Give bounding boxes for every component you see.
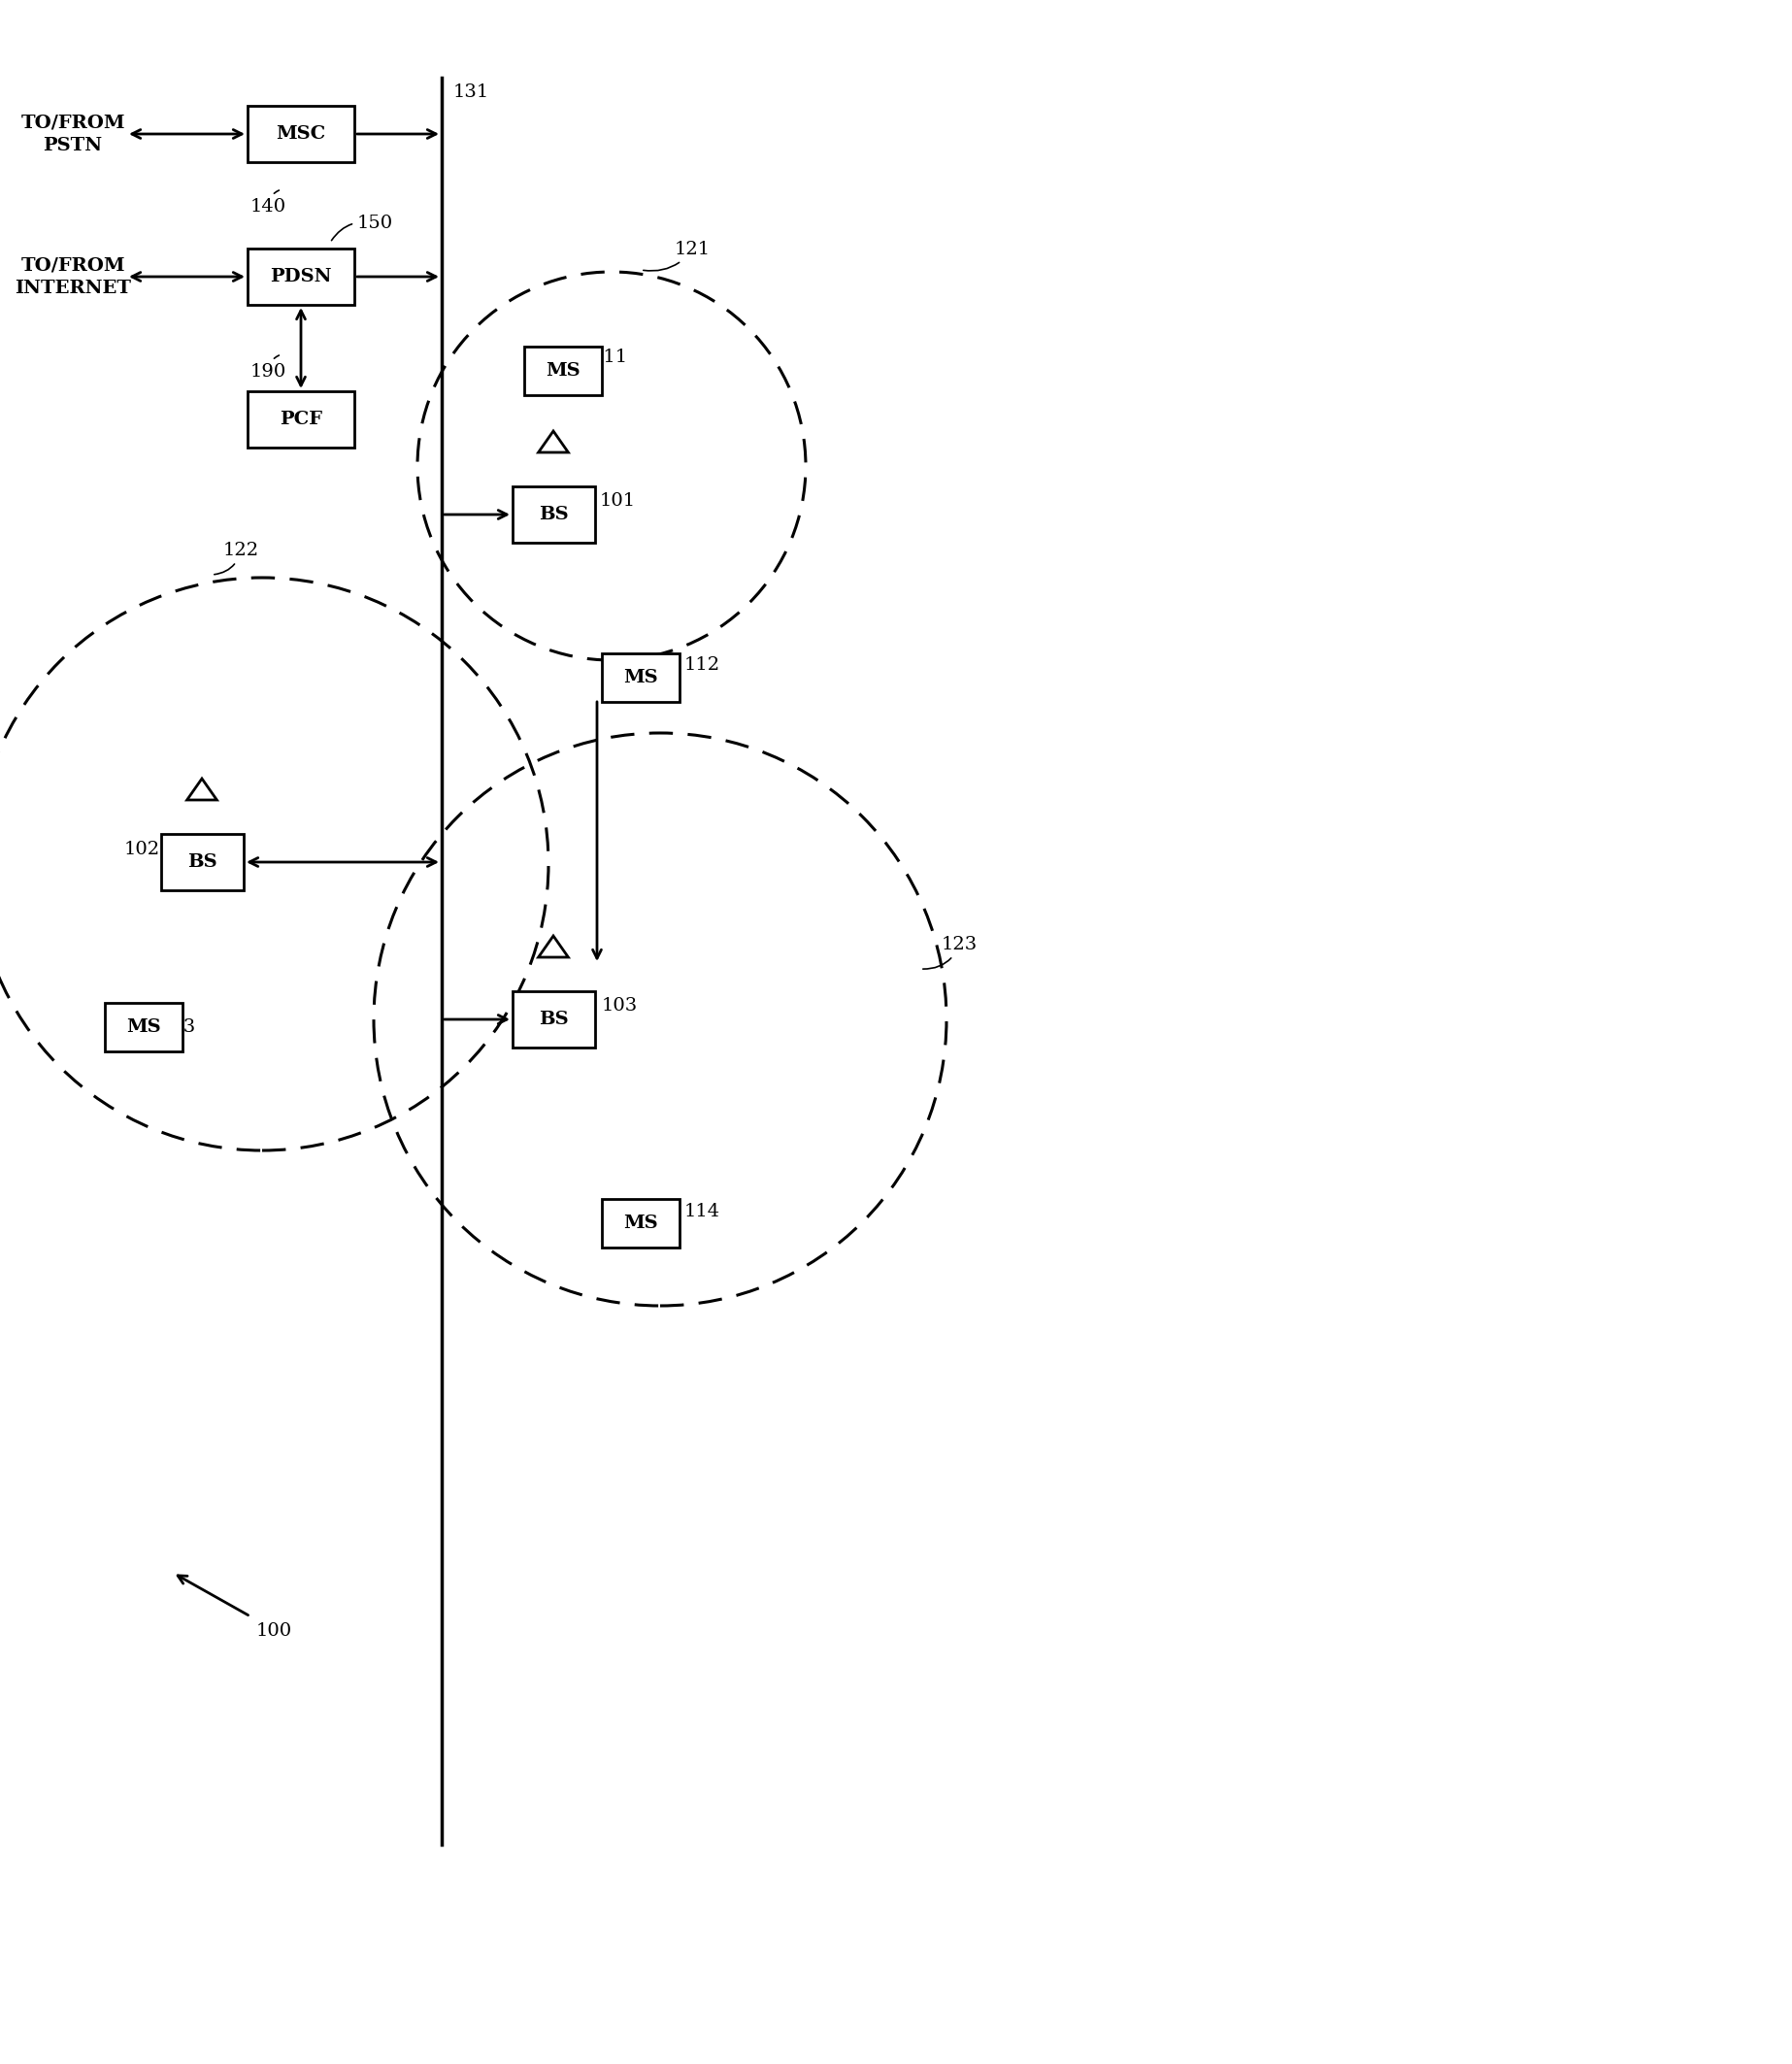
Text: BS: BS xyxy=(538,1011,568,1028)
Text: 150: 150 xyxy=(332,215,392,239)
Text: 121: 121 xyxy=(643,241,711,270)
Text: MS: MS xyxy=(127,1018,161,1036)
Text: TO/FROM
PSTN: TO/FROM PSTN xyxy=(22,114,125,155)
Text: PCF: PCF xyxy=(280,411,323,427)
Text: 122: 122 xyxy=(215,541,260,574)
Bar xyxy=(247,105,355,163)
Text: PDSN: PDSN xyxy=(271,268,332,285)
Text: MS: MS xyxy=(624,669,658,687)
Text: 190: 190 xyxy=(251,355,287,380)
Text: 140: 140 xyxy=(251,190,287,215)
Bar xyxy=(602,1199,679,1247)
Bar xyxy=(247,248,355,305)
Text: 101: 101 xyxy=(600,491,636,510)
Text: 123: 123 xyxy=(923,935,978,968)
Bar xyxy=(513,487,595,543)
Bar xyxy=(106,1003,183,1051)
Bar xyxy=(525,347,602,394)
Text: MS: MS xyxy=(624,1214,658,1232)
Text: 102: 102 xyxy=(124,840,159,859)
Text: 113: 113 xyxy=(159,1018,197,1036)
Text: 114: 114 xyxy=(685,1203,720,1220)
Text: 112: 112 xyxy=(685,656,720,673)
Bar xyxy=(513,991,595,1049)
Text: BS: BS xyxy=(538,506,568,524)
Text: 100: 100 xyxy=(256,1622,292,1639)
Bar xyxy=(161,834,244,890)
Text: TO/FROM
INTERNET: TO/FROM INTERNET xyxy=(14,256,131,297)
Bar xyxy=(247,392,355,448)
Text: MS: MS xyxy=(547,361,581,380)
Text: 103: 103 xyxy=(602,997,638,1015)
Text: 131: 131 xyxy=(453,83,489,101)
Text: MSC: MSC xyxy=(276,126,326,142)
Bar xyxy=(602,654,679,702)
Text: 111: 111 xyxy=(591,349,629,365)
Text: BS: BS xyxy=(186,852,217,871)
